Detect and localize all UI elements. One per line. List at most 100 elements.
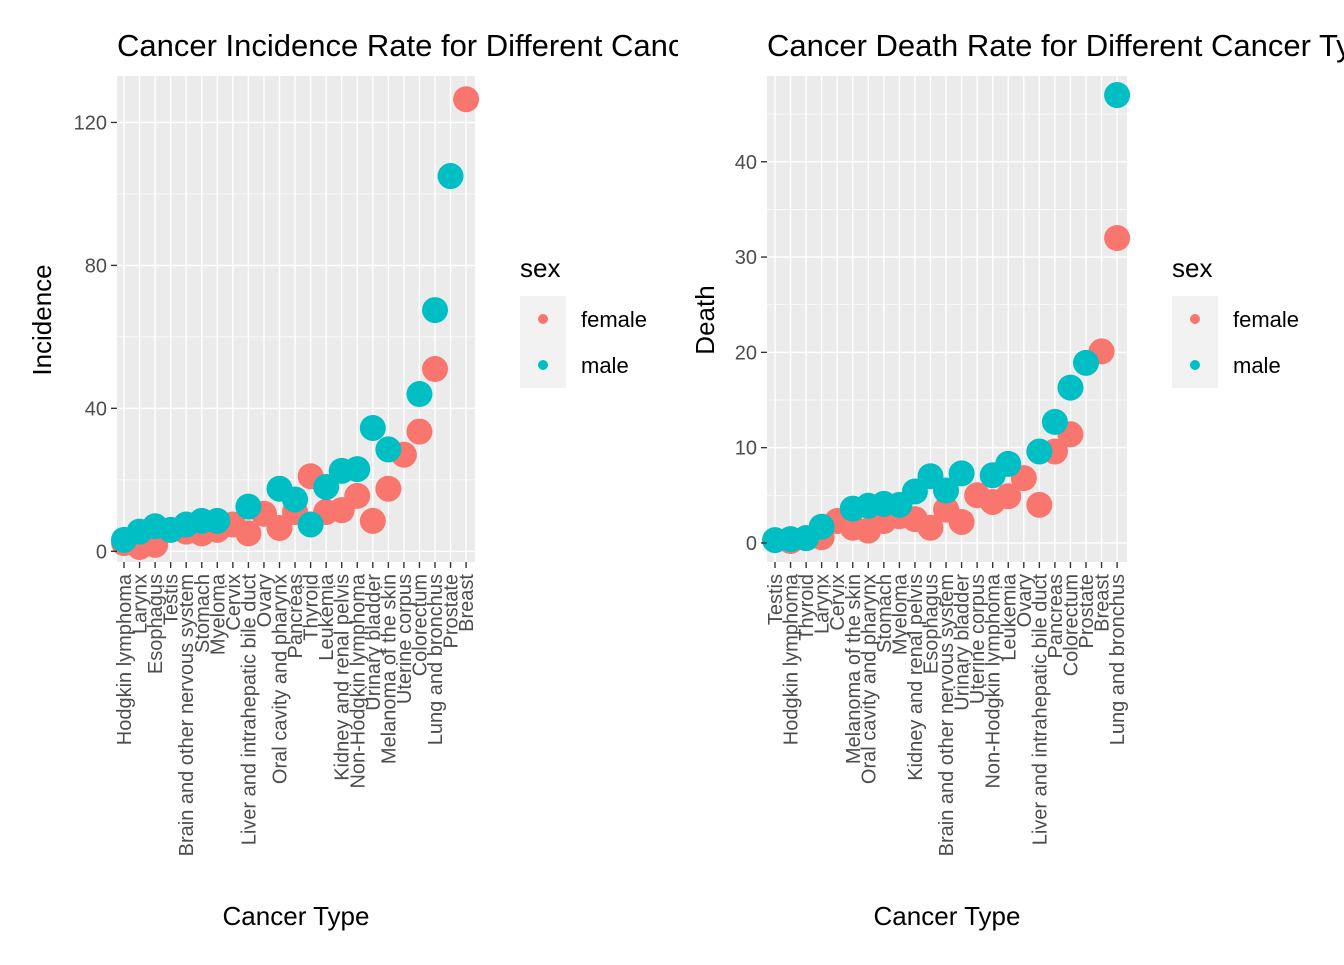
x-tick-label: Myeloma — [207, 573, 229, 655]
x-tick-label: Myeloma — [889, 573, 911, 655]
x-tick-label: Thyroid — [301, 574, 323, 641]
point-female — [266, 515, 293, 542]
x-tick-label: Esophagus — [921, 574, 943, 674]
point-male — [1026, 438, 1053, 465]
point-male — [282, 486, 309, 513]
x-tick-label: Kidney and renal pelvis — [332, 574, 354, 781]
legend-female-marker — [538, 314, 548, 324]
y-axis: 0 40 80 120 — [74, 112, 117, 563]
x-tick-label: Stomach — [192, 574, 214, 653]
x-tick-label: Melanoma of the skin — [378, 574, 400, 764]
plot-background — [117, 76, 475, 562]
x-tick-label: Leukemia — [316, 573, 338, 661]
point-male — [204, 507, 231, 534]
point-female — [453, 86, 480, 113]
point-male — [313, 473, 340, 500]
x-tick-label: Breast — [456, 574, 478, 632]
x-tick-label: Urinary bladder — [952, 574, 974, 711]
point-female — [1026, 491, 1053, 518]
point-male — [1057, 374, 1084, 401]
x-tick-label: Cervix — [827, 574, 849, 631]
legend-female-marker — [1190, 314, 1200, 324]
point-male — [437, 163, 464, 190]
x-tick-label: Urinary bladder — [363, 574, 385, 711]
y-tick-label: 40 — [85, 398, 107, 420]
x-tick-label: Testis — [161, 574, 183, 625]
x-axis-title: Cancer Type — [874, 901, 1021, 931]
legend-label-male: male — [581, 353, 629, 378]
minor-gridlines — [117, 193, 475, 481]
x-tick-label: Liver and intrahepatic bile duct — [1029, 574, 1051, 846]
point-male — [297, 511, 324, 538]
x-tick-label: Larynx — [812, 574, 834, 634]
legend-label-male: male — [1233, 353, 1281, 378]
point-male — [359, 414, 386, 441]
x-tick-label: Esophagus — [145, 574, 167, 674]
legend: sex female male — [1172, 253, 1299, 388]
point-male — [344, 456, 371, 483]
point-male — [933, 477, 960, 504]
x-tick-label: Oral cavity and pharynx — [270, 574, 292, 784]
point-female — [948, 508, 975, 535]
death-chart: Cancer Death Rate for Different Cancer T… — [690, 28, 1344, 931]
legend: sex female male — [520, 253, 647, 388]
x-tick-label: Larynx — [130, 574, 152, 634]
x-tick-label: Hodgkin lymphoma — [781, 573, 803, 745]
x-tick-label: Cervix — [223, 574, 245, 631]
x-tick-label: Non-Hodgkin lymphoma — [983, 573, 1005, 788]
point-female — [917, 514, 944, 541]
chart-title: Cancer Death Rate for Different Cancer T… — [767, 28, 1344, 63]
y-tick-label: 20 — [735, 342, 757, 364]
point-male — [948, 460, 975, 487]
point-male — [1041, 408, 1068, 435]
x-tick-label: Lung and bronchus — [1107, 574, 1129, 745]
point-male — [375, 436, 402, 463]
y-axis-title: Death — [690, 285, 720, 354]
point-female — [344, 482, 371, 509]
x-tick-label: Non-Hodgkin lymphoma — [347, 573, 369, 788]
point-male — [995, 450, 1022, 477]
point-female — [359, 507, 386, 534]
incidence-chart: Cancer Incidence Rate for Different Canc… — [27, 28, 802, 931]
legend-male-marker — [1190, 360, 1200, 370]
point-female — [1104, 225, 1131, 251]
x-axis: Hodgkin lymphomaLarynxEsophagusTestisBra… — [114, 562, 478, 856]
legend-label-female: female — [1233, 307, 1299, 332]
y-tick-label: 30 — [735, 247, 757, 269]
point-male — [422, 297, 448, 324]
x-tick-label: Uterine corpus — [967, 574, 989, 704]
y-tick-label: 0 — [746, 533, 757, 555]
point-male — [235, 493, 262, 520]
y-tick-label: 80 — [85, 255, 107, 277]
point-female — [406, 418, 433, 445]
point-male — [406, 381, 433, 408]
data-points — [111, 86, 480, 560]
x-tick-label: Pancreas — [285, 574, 307, 659]
x-tick-label: Stomach — [874, 574, 896, 653]
x-tick-label: Thyroid — [796, 574, 818, 641]
x-tick-label: Kidney and renal pelvis — [905, 574, 927, 781]
x-tick-label: Hodgkin lymphoma — [114, 573, 136, 745]
point-female — [995, 483, 1022, 510]
y-tick-label: 40 — [735, 152, 757, 174]
point-female — [235, 520, 262, 547]
y-axis: 0 10 20 30 40 — [735, 152, 767, 555]
x-axis-title: Cancer Type — [223, 901, 370, 931]
x-tick-label: Liver and intrahepatic bile duct — [238, 574, 260, 846]
legend-label-female: female — [581, 307, 647, 332]
x-tick-label: Colorectum — [409, 574, 431, 676]
x-tick-label: Ovary — [254, 574, 276, 627]
legend-male-marker — [538, 360, 548, 370]
x-tick-label: Prostate — [1076, 574, 1098, 648]
data-points — [762, 82, 1131, 555]
y-tick-label: 10 — [735, 438, 757, 460]
point-male — [1073, 349, 1099, 376]
x-tick-label: Uterine corpus — [394, 574, 416, 704]
x-tick-label: Ovary — [1014, 574, 1036, 627]
x-tick-label: Oral cavity and pharynx — [858, 574, 880, 784]
x-tick-label: Breast — [1092, 574, 1114, 632]
chart-title: Cancer Incidence Rate for Different Canc… — [117, 28, 802, 63]
x-tick-label: Leukemia — [998, 573, 1020, 661]
y-tick-label: 0 — [96, 541, 107, 563]
